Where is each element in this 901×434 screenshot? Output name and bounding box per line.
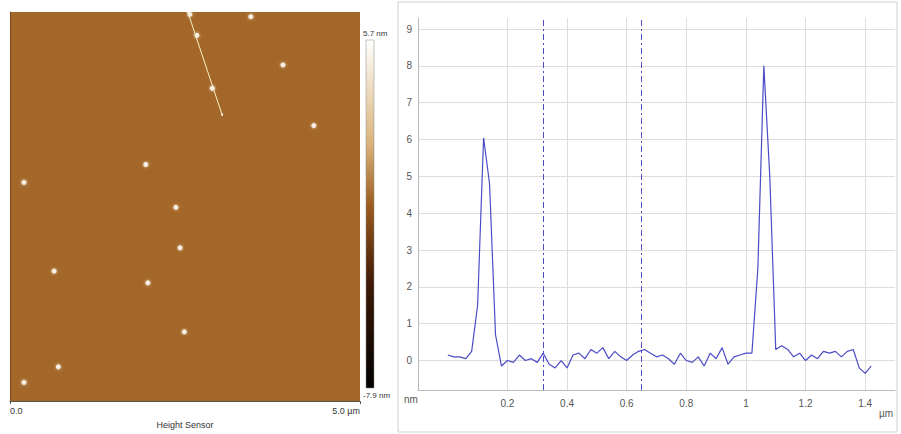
svg-text:3: 3 [406, 245, 412, 256]
svg-text:1.2: 1.2 [799, 398, 813, 409]
svg-text:8: 8 [406, 60, 412, 71]
svg-text:1.4: 1.4 [858, 398, 872, 409]
svg-text:0.8: 0.8 [679, 398, 693, 409]
svg-text:1: 1 [743, 398, 749, 409]
svg-text:0.2: 0.2 [500, 398, 514, 409]
svg-text:5: 5 [406, 171, 412, 182]
svg-text:2: 2 [406, 281, 412, 292]
svg-text:5.7 nm: 5.7 nm [363, 29, 388, 38]
svg-text:4: 4 [406, 208, 412, 219]
svg-text:7: 7 [406, 97, 412, 108]
svg-text:-7.9 nm: -7.9 nm [363, 391, 390, 400]
svg-text:0: 0 [406, 355, 412, 366]
svg-text:9: 9 [406, 24, 412, 35]
svg-text:µm: µm [879, 408, 893, 419]
svg-text:Height Sensor: Height Sensor [156, 420, 213, 430]
svg-text:0.4: 0.4 [560, 398, 574, 409]
svg-text:1: 1 [406, 318, 412, 329]
svg-text:nm: nm [404, 394, 418, 405]
svg-text:5.0 µm: 5.0 µm [332, 406, 360, 416]
svg-text:0.6: 0.6 [620, 398, 634, 409]
svg-text:6: 6 [406, 134, 412, 145]
svg-text:0.0: 0.0 [10, 406, 23, 416]
